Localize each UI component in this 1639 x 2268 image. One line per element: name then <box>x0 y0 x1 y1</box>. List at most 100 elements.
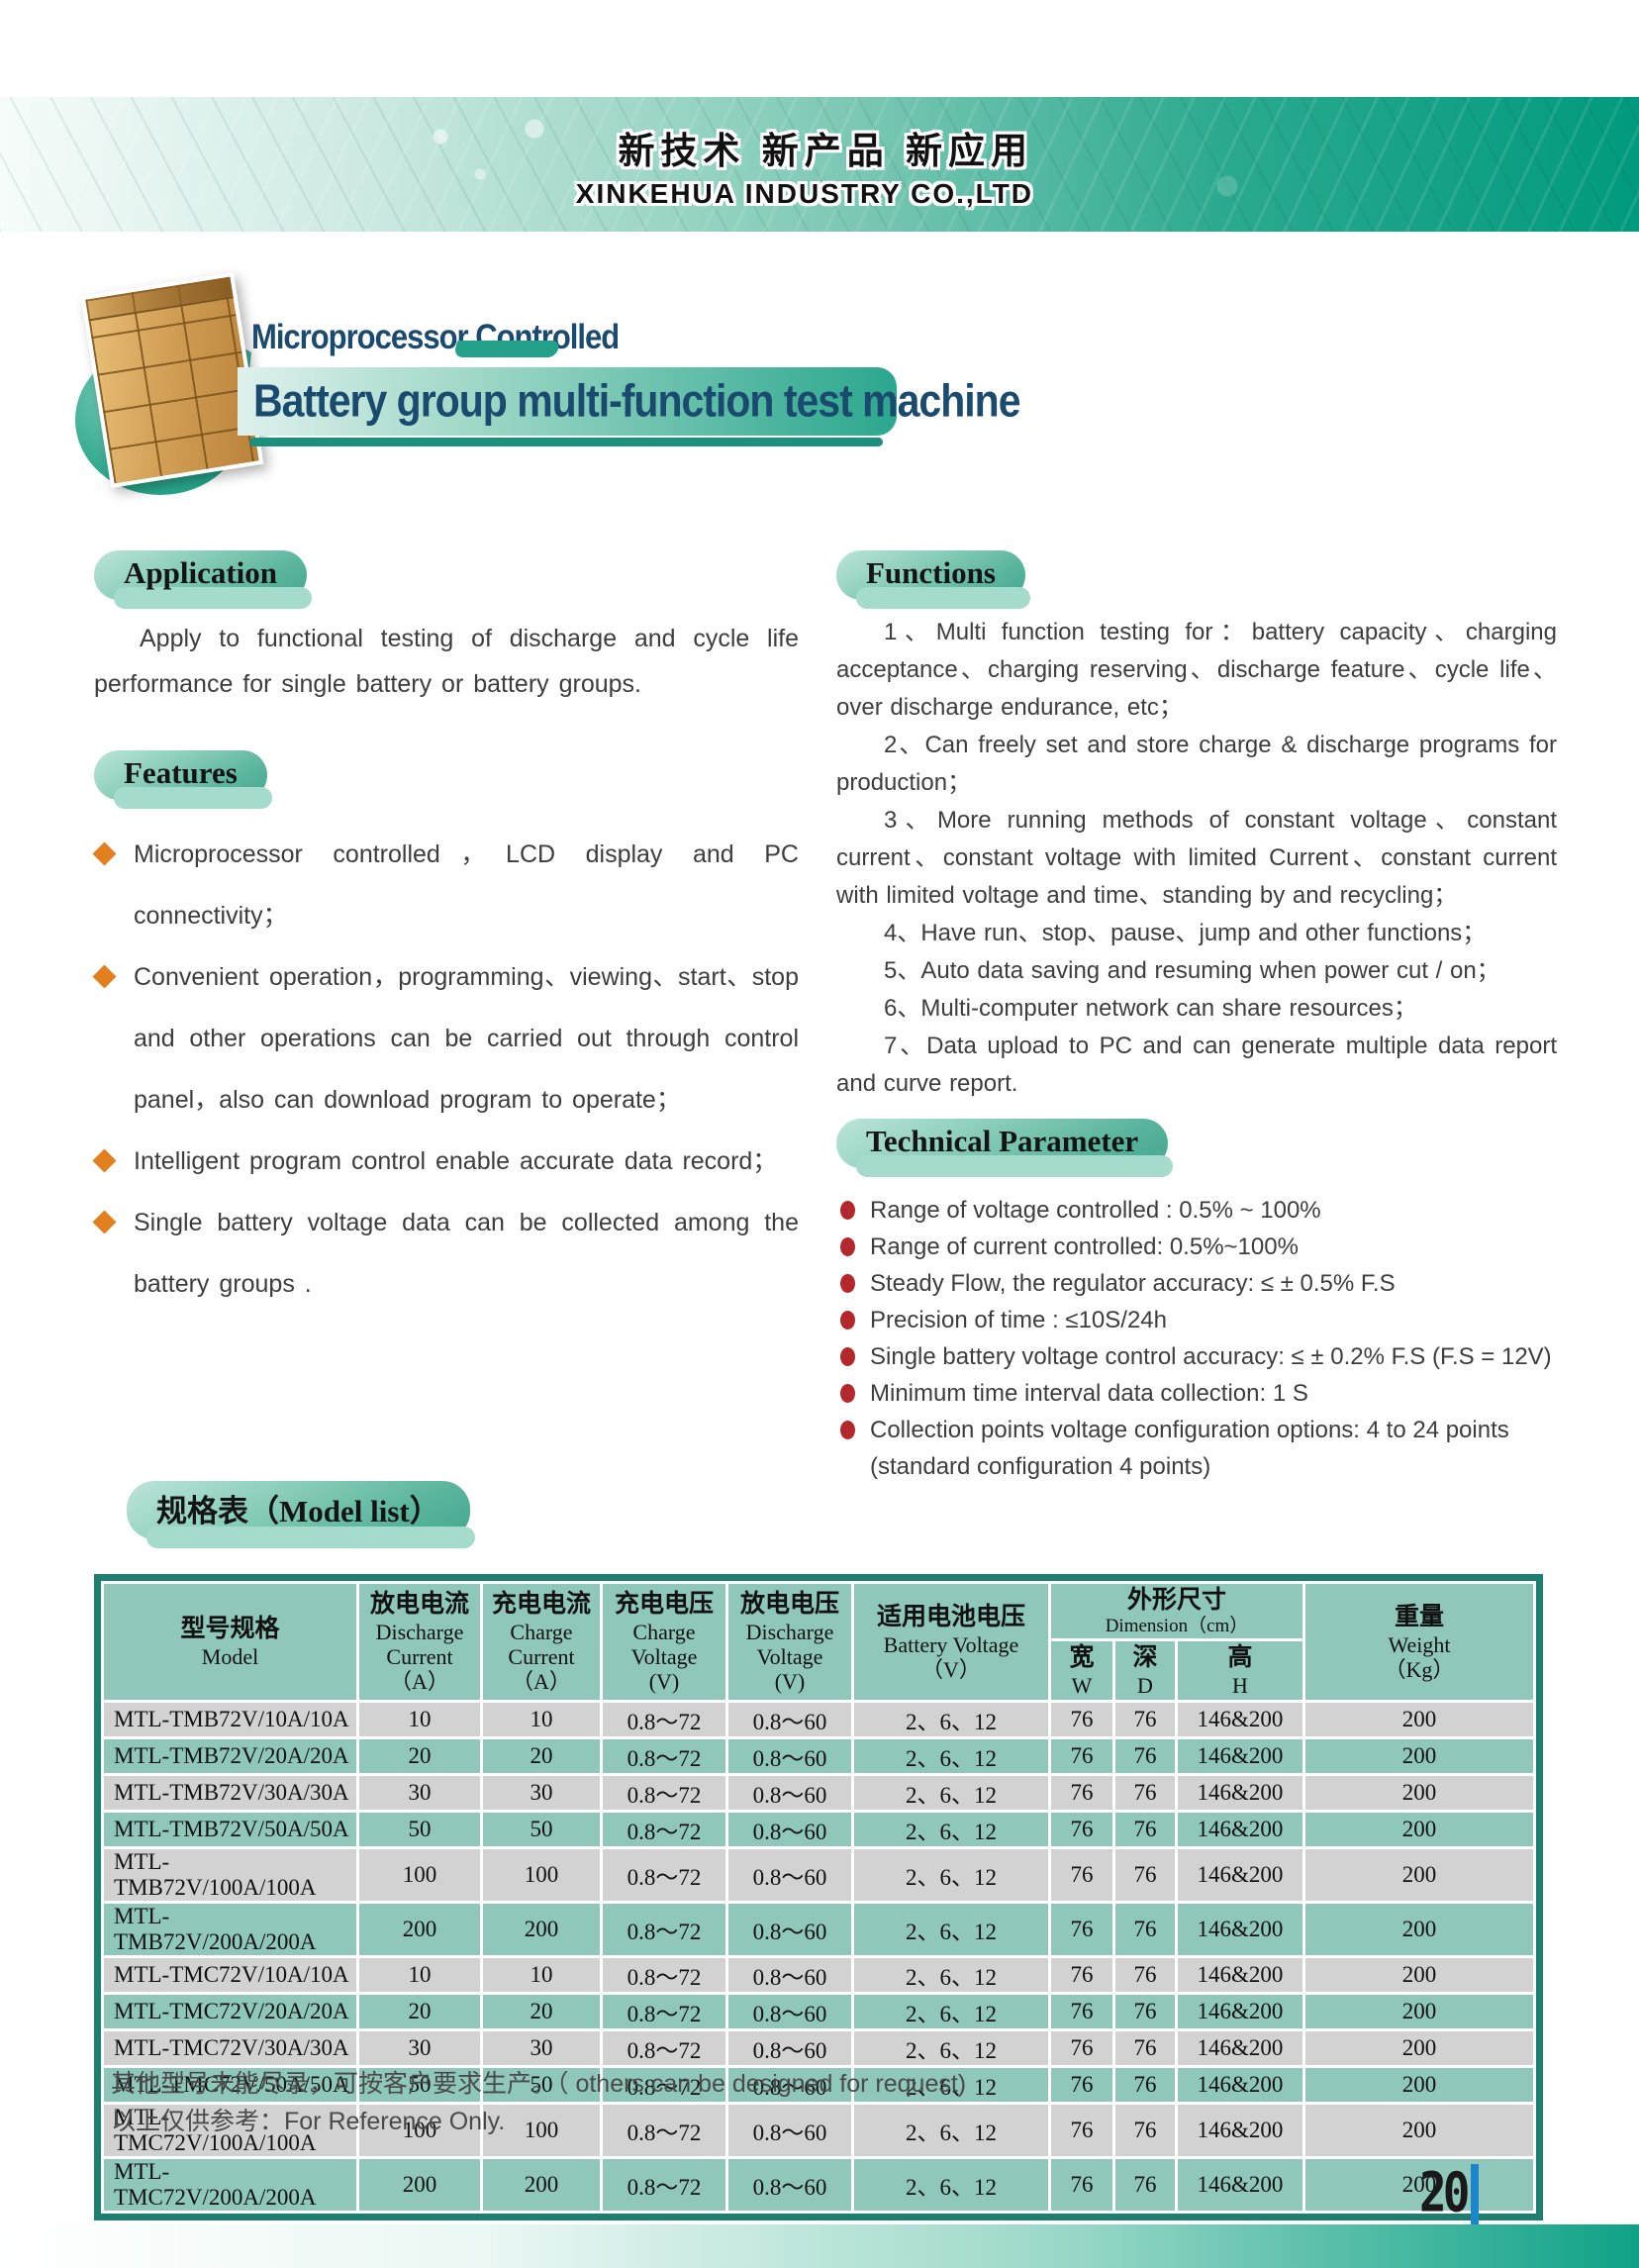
col-header-depth: 深 D <box>1115 1641 1175 1700</box>
cell-discharge-voltage: 0.8～60 <box>728 1739 851 1773</box>
table-row: MTL-TMC72V/200A/200A 200 200 0.8～72 0.8～… <box>104 2159 1533 2211</box>
table-row: MTL-TMC72V/50A/50A 50 50 0.8～72 0.8～60 2… <box>104 2068 1533 2102</box>
application-paragraph: Apply to functional testing of discharge… <box>94 625 799 698</box>
table-row: MTL-TMB72V/100A/100A 100 100 0.8～72 0.8～… <box>104 1849 1533 1901</box>
feature-item: Intelligent program control enable accur… <box>92 1131 799 1192</box>
technical-parameter-list: Range of voltage controlled : 0.5% ~ 100… <box>836 1192 1557 1485</box>
cell-model: MTL-TMC72V/100A/100A <box>104 2105 356 2156</box>
technical-parameter-text: Single battery voltage control accuracy:… <box>870 1343 1552 1370</box>
cell-charge-current: 30 <box>483 2031 600 2065</box>
cell-height: 146&200 <box>1178 2068 1302 2102</box>
cell-weight: 200 <box>1305 2159 1533 2211</box>
technical-parameter-item: Minimum time interval data collection: 1… <box>836 1375 1557 1412</box>
cell-model: MTL-TMB72V/200A/200A <box>104 1904 356 1955</box>
cell-battery-voltage: 2、6、12 <box>854 1776 1048 1810</box>
dot-bullet-icon <box>840 1311 855 1330</box>
table-row: MTL-TMB72V/20A/20A 20 20 0.8～72 0.8～60 2… <box>104 1739 1533 1773</box>
cell-battery-voltage: 2、6、12 <box>854 2105 1048 2156</box>
cell-weight: 200 <box>1305 2031 1533 2065</box>
table-row: MTL-TMC72V/10A/10A 10 10 0.8～72 0.8～60 2… <box>104 1958 1533 1992</box>
feature-item: Single battery voltage data can be colle… <box>92 1192 799 1315</box>
product-image <box>80 272 264 488</box>
model-table-body: MTL-TMB72V/10A/10A 10 10 0.8～72 0.8～60 2… <box>104 1703 1533 2211</box>
cell-discharge-voltage: 0.8～60 <box>728 1995 851 2028</box>
dot-bullet-icon <box>840 1347 855 1366</box>
cell-weight: 200 <box>1305 1995 1533 2028</box>
cell-charge-current: 20 <box>483 1739 600 1773</box>
technical-parameter-item: Single battery voltage control accuracy:… <box>836 1338 1557 1375</box>
table-row: MTL-TMC72V/100A/100A 100 100 0.8～72 0.8～… <box>104 2105 1533 2156</box>
cell-model: MTL-TMB72V/30A/30A <box>104 1776 356 1810</box>
header-slogan: 新技术 新产品 新应用 <box>618 131 1033 171</box>
cell-charge-voltage: 0.8～72 <box>603 1904 725 1955</box>
diamond-bullet-icon <box>92 1148 117 1173</box>
table-row: MTL-TMB72V/200A/200A 200 200 0.8～72 0.8～… <box>104 1904 1533 1955</box>
cell-height: 146&200 <box>1178 1849 1302 1901</box>
feature-text: Convenient operation，programming、viewing… <box>134 963 799 1114</box>
cell-width: 76 <box>1051 2031 1112 2065</box>
cell-discharge-current: 100 <box>359 1849 480 1901</box>
cell-width: 76 <box>1051 1813 1112 1846</box>
model-table: 型号规格 Model 放电电流 Discharge Current （A） 充电… <box>94 1574 1543 2220</box>
left-column: Application Apply to functional testing … <box>92 550 799 1315</box>
technical-parameter-item: Precision of time : ≤10S/24h <box>836 1302 1557 1338</box>
cell-height: 146&200 <box>1178 2031 1302 2065</box>
cell-depth: 76 <box>1115 1995 1175 2028</box>
cell-weight: 200 <box>1305 1739 1533 1773</box>
col-header-discharge-voltage: 放电电压 Discharge Voltage (V) <box>728 1584 851 1700</box>
feature-item: Convenient operation，programming、viewing… <box>92 946 799 1131</box>
technical-parameter-text: Collection points voltage configuration … <box>870 1417 1509 1480</box>
cell-weight: 200 <box>1305 1849 1533 1901</box>
technical-parameter-item: Range of voltage controlled : 0.5% ~ 100… <box>836 1192 1557 1229</box>
header-text-block: 新技术 新产品 新应用 XINKEHUA INDUSTRY CO.,LTD <box>576 121 1033 210</box>
col-header-charge-voltage: 充电电压 Charge Voltage (V) <box>603 1584 725 1700</box>
cell-depth: 76 <box>1115 1703 1175 1736</box>
table-notes: 其他型号未能尽录，可按客户要求生产。（ others can be design… <box>111 2065 966 2140</box>
cell-model: MTL-TMB72V/10A/10A <box>104 1703 356 1736</box>
bottom-strip <box>0 2224 1639 2268</box>
cell-model: MTL-TMB72V/50A/50A <box>104 1813 356 1846</box>
features-heading: Features <box>94 750 272 809</box>
function-item: 7、Data upload to PC and can generate mul… <box>836 1033 1557 1097</box>
diamond-bullet-icon <box>92 841 117 866</box>
application-heading: Application <box>94 550 313 609</box>
cell-discharge-current: 50 <box>359 1813 480 1846</box>
col-header-battery-voltage: 适用电池电压 Battery Voltage （V） <box>854 1584 1048 1700</box>
product-title-band: Battery group multi-function test machin… <box>238 367 1020 436</box>
cell-width: 76 <box>1051 1849 1112 1901</box>
product-kicker: Microprocessor Controlled <box>251 317 620 357</box>
cell-battery-voltage: 2、6、12 <box>854 2031 1048 2065</box>
function-item: 3、More running methods of constant volta… <box>836 807 1557 909</box>
cell-weight: 200 <box>1305 2068 1533 2102</box>
features-list: Microprocessor controlled，LCD display an… <box>92 824 799 1315</box>
cell-weight: 200 <box>1305 1958 1533 1992</box>
cell-height: 146&200 <box>1178 1703 1302 1736</box>
cell-model: MTL-TMB72V/100A/100A <box>104 1849 356 1901</box>
cell-weight: 200 <box>1305 1813 1533 1846</box>
cell-charge-current: 10 <box>483 1958 600 1992</box>
technical-parameter-item: Steady Flow, the regulator accuracy: ≤ ±… <box>836 1265 1557 1302</box>
cell-discharge-current: 20 <box>359 1995 480 2028</box>
cell-charge-voltage: 0.8～72 <box>603 2068 725 2102</box>
cell-depth: 76 <box>1115 2031 1175 2065</box>
cell-height: 146&200 <box>1178 1776 1302 1810</box>
cell-weight: 200 <box>1305 2105 1533 2156</box>
cell-height: 146&200 <box>1178 1813 1302 1846</box>
cell-model: MTL-TMC72V/20A/20A <box>104 1995 356 2028</box>
cell-charge-current: 100 <box>483 2105 600 2156</box>
cell-charge-voltage: 0.8～72 <box>603 2105 725 2156</box>
cell-battery-voltage: 2、6、12 <box>854 1813 1048 1846</box>
cell-discharge-voltage: 0.8～60 <box>728 1813 851 1846</box>
technical-parameter-text: Precision of time : ≤10S/24h <box>870 1307 1167 1333</box>
cell-charge-voltage: 0.8～72 <box>603 1703 725 1736</box>
cell-charge-voltage: 0.8～72 <box>603 1813 725 1846</box>
feature-item: Microprocessor controlled，LCD display an… <box>92 824 799 946</box>
cell-width: 76 <box>1051 1958 1112 1992</box>
cell-charge-voltage: 0.8～72 <box>603 2159 725 2211</box>
cell-battery-voltage: 2、6、12 <box>854 2159 1048 2211</box>
cell-charge-current: 10 <box>483 1703 600 1736</box>
header-banner: 新技术 新产品 新应用 XINKEHUA INDUSTRY CO.,LTD <box>0 97 1639 232</box>
cell-discharge-current: 20 <box>359 1739 480 1773</box>
table-row: MTL-TMB72V/10A/10A 10 10 0.8～72 0.8～60 2… <box>104 1703 1533 1736</box>
dot-bullet-icon <box>840 1201 855 1220</box>
